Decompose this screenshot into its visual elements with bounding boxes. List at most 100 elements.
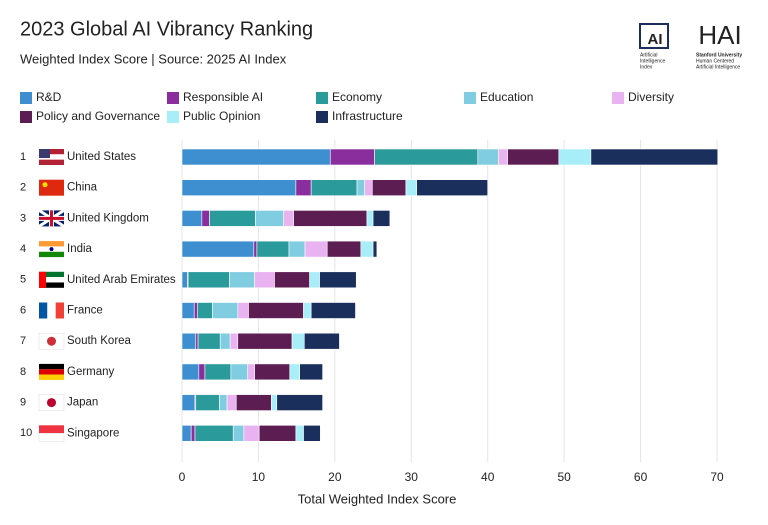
bar-segment xyxy=(181,179,297,196)
logo-text: Artificial Intelligence xyxy=(696,64,740,70)
bar-segment xyxy=(271,394,278,411)
bar-segment xyxy=(372,240,378,258)
x-tick-label: 50 xyxy=(557,470,571,484)
bar-segment xyxy=(181,240,255,258)
bar-segment xyxy=(198,363,206,381)
bar-segment xyxy=(181,332,197,350)
bar-segment xyxy=(193,302,198,319)
bar-segment xyxy=(253,240,258,258)
bar-segment xyxy=(243,424,260,442)
bar-segment xyxy=(209,210,256,227)
bar-segment xyxy=(295,179,312,196)
bar-segment xyxy=(304,240,328,258)
rank-label: 8 xyxy=(20,366,26,378)
logo-text: Index xyxy=(640,64,653,70)
bar-segment xyxy=(237,332,293,350)
bar-segment xyxy=(197,332,221,350)
bar-segment xyxy=(195,332,199,350)
bar-segment xyxy=(190,424,196,442)
bar-segment xyxy=(219,332,231,350)
legend-swatch xyxy=(316,111,328,123)
bar-segment xyxy=(299,363,323,381)
bar-segment xyxy=(181,210,203,227)
x-tick-label: 0 xyxy=(179,470,186,484)
bar-segment xyxy=(310,179,358,196)
bar-segment xyxy=(187,271,230,289)
flag xyxy=(47,398,56,408)
legend-label: Diversity xyxy=(628,90,674,104)
flag xyxy=(50,210,53,227)
logo-text: Stanford University xyxy=(696,52,742,58)
chart-title: 2023 Global AI Vibrancy Ranking xyxy=(20,18,313,40)
flag xyxy=(39,282,64,288)
bar-segment xyxy=(235,394,272,411)
bar-segment xyxy=(372,210,391,227)
bar-segment xyxy=(291,332,305,350)
bar-segment xyxy=(276,394,323,411)
bar-segment xyxy=(590,148,719,166)
flag xyxy=(39,149,50,158)
flag xyxy=(42,182,48,188)
flag xyxy=(39,425,64,434)
logo-text: Human Centered xyxy=(696,58,734,64)
bar-segment xyxy=(372,179,407,196)
bar-segment xyxy=(254,271,275,289)
logo-hai: HAI xyxy=(698,20,741,50)
bar-segment xyxy=(194,424,234,442)
legend-swatch xyxy=(612,92,624,104)
category-label: Germany xyxy=(67,366,115,378)
bar-segment xyxy=(498,148,508,166)
bar-segment xyxy=(295,424,304,442)
category-label: United States xyxy=(67,151,136,163)
logo-ai: AI xyxy=(648,31,663,48)
bar-segment xyxy=(195,394,220,411)
bar-segment xyxy=(255,210,284,227)
logo-frame xyxy=(639,23,669,49)
bar-segment xyxy=(248,302,304,319)
rank-label: 5 xyxy=(20,274,26,286)
category-label: China xyxy=(67,182,98,194)
legend-label: Responsible AI xyxy=(183,90,263,104)
category-label: India xyxy=(67,243,93,255)
flag xyxy=(55,302,64,319)
bar-segment xyxy=(181,394,196,411)
bar-segment xyxy=(405,179,417,196)
bar-segment xyxy=(237,302,249,319)
legend-label: Education xyxy=(480,90,533,104)
bar-segment xyxy=(319,271,357,289)
rank-label: 9 xyxy=(20,397,26,409)
flag xyxy=(38,433,65,442)
bar-segment xyxy=(254,363,291,381)
flag xyxy=(39,369,64,375)
bar-segment xyxy=(283,210,294,227)
legend-label: Economy xyxy=(332,90,382,104)
legend-swatch xyxy=(316,92,328,104)
legend-swatch xyxy=(167,92,179,104)
category-label: France xyxy=(67,305,103,317)
bar-segment xyxy=(219,394,228,411)
bar-segment xyxy=(204,363,232,381)
category-label: South Korea xyxy=(67,335,132,347)
rank-label: 7 xyxy=(20,335,26,347)
legend-swatch xyxy=(167,111,179,123)
flag xyxy=(39,241,64,247)
chart-subtitle: Weighted Index Score | Source: 2025 AI I… xyxy=(20,51,287,66)
bar-segment xyxy=(212,302,239,319)
bar-segment xyxy=(289,363,300,381)
logo-text: Artificial xyxy=(640,52,658,58)
logo-text: Intelligence xyxy=(640,58,666,64)
bar-segment xyxy=(232,424,245,442)
category-label: Singapore xyxy=(67,427,119,439)
bar-segment xyxy=(226,394,237,411)
bar-segment xyxy=(416,179,489,196)
bar-segment xyxy=(326,240,362,258)
bar-segment xyxy=(477,148,499,166)
x-tick-label: 20 xyxy=(328,470,342,484)
bar-segment xyxy=(181,424,192,442)
category-label: Japan xyxy=(67,397,98,409)
bar-segment xyxy=(360,240,374,258)
bar-segment xyxy=(181,271,188,289)
rank-label: 6 xyxy=(20,304,26,316)
x-tick-label: 30 xyxy=(405,470,419,484)
bar-segment xyxy=(303,424,321,442)
